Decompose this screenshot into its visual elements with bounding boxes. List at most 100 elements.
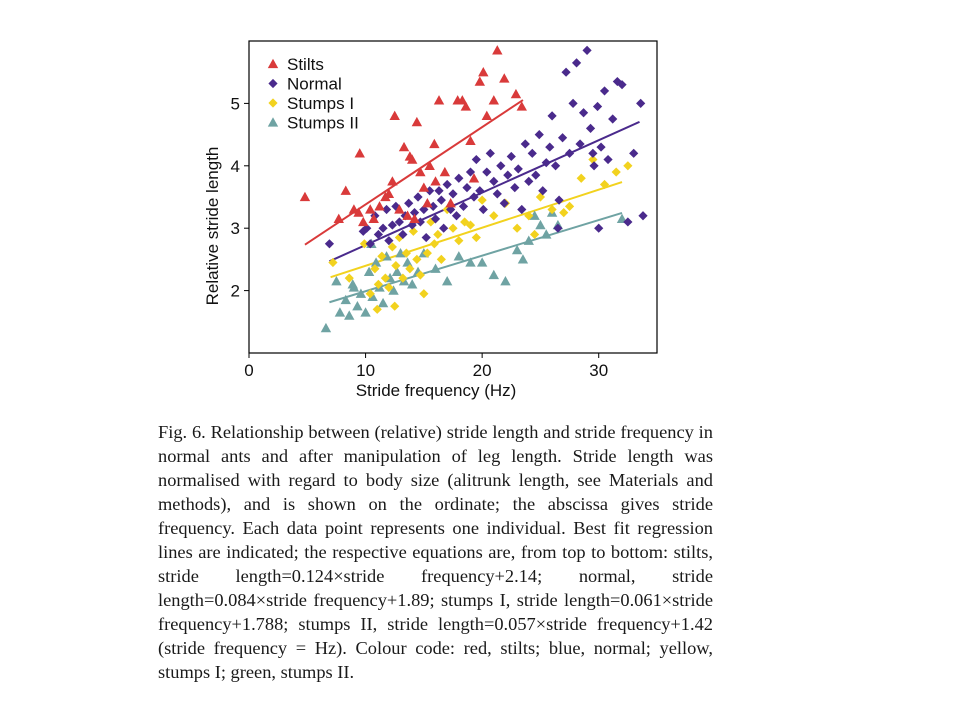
stumps-i-point [344, 273, 354, 283]
stumps-ii-point [453, 251, 465, 261]
normal-point [404, 198, 414, 208]
normal-point [545, 142, 555, 152]
normal-point [430, 214, 441, 224]
stumps-i-point [380, 273, 390, 283]
tick-marks [244, 102, 600, 358]
scatter-chart: 0 10 20 30 2 3 4 5 Stride frequency (Hz) Relati… [203, 40, 658, 400]
stumps-ii-point [488, 269, 499, 280]
stumps-i-point [405, 264, 415, 274]
x-tick-label: 0 [244, 361, 253, 380]
normal-point [553, 223, 563, 233]
stumps-i-point [391, 261, 401, 271]
stumps-i-point [599, 179, 610, 190]
stilts-point [510, 88, 522, 99]
stilts-point [424, 160, 435, 170]
stumps-i-point [328, 257, 338, 268]
normal-point [541, 158, 551, 168]
stilts-point [374, 201, 385, 211]
normal-point [557, 133, 568, 143]
y-tick-label: 4 [231, 157, 240, 176]
normal-point [365, 239, 375, 249]
y-tick-label: 3 [231, 219, 240, 238]
normal-point [564, 148, 575, 158]
x-tick-label: 30 [589, 361, 608, 380]
normal-point [434, 186, 444, 196]
legend-label-stilts: Stilts [287, 55, 324, 74]
stumps-ii-point [500, 276, 511, 286]
stumps-ii-point [476, 257, 488, 267]
stumps-ii-point [344, 310, 355, 320]
normal-point [608, 114, 618, 124]
stumps-i-point [576, 173, 586, 183]
normal-point [462, 183, 472, 193]
normal-point [578, 108, 589, 118]
normal-point [524, 176, 534, 186]
stilts-point [478, 67, 489, 77]
stumps-i-point [370, 264, 380, 274]
normal-point [568, 98, 578, 108]
stumps-ii-point [377, 297, 389, 308]
stumps-i-point [419, 289, 429, 299]
normal-point [394, 217, 404, 227]
legend-marker-stumps-i [268, 98, 278, 108]
stilts-point [394, 204, 405, 214]
normal-point [469, 192, 479, 202]
normal-point [378, 223, 388, 233]
stilts-point [299, 191, 311, 202]
stilts-point [488, 95, 499, 105]
stilts-point [457, 95, 468, 105]
normal-point [550, 161, 561, 171]
normal-point [594, 223, 604, 233]
normal-point [489, 176, 499, 186]
stilts-point [365, 204, 376, 214]
normal-point [638, 211, 648, 221]
legend-label-stumps-i: Stumps I [287, 94, 354, 113]
tick-labels: 0 10 20 30 2 3 4 5 [231, 94, 609, 380]
normal-point [478, 204, 488, 215]
stilts-point [368, 213, 379, 223]
stumps-ii-point [517, 254, 529, 264]
stilts-point [383, 188, 395, 199]
stumps-i-point [588, 154, 598, 165]
x-tick-label: 10 [356, 361, 375, 380]
normal-point [387, 220, 397, 230]
stumps-i-point [524, 211, 534, 221]
normal-point [520, 139, 530, 149]
stumps-i-point [372, 304, 382, 314]
normal-point [492, 189, 502, 199]
stumps-ii-point [352, 301, 363, 311]
legend-marker-stumps-ii [267, 117, 279, 127]
stumps-ii-point [529, 210, 540, 220]
normal-point [623, 217, 633, 227]
stumps-i-point [433, 229, 443, 240]
stumps-i-point [623, 161, 633, 171]
stilts-point [418, 182, 430, 192]
stumps-i-point [377, 251, 387, 261]
stilts-point [333, 213, 344, 223]
normal-point [582, 45, 592, 55]
stumps-ii-point [395, 247, 406, 258]
stumps-i-point [611, 167, 621, 177]
normal-point [538, 186, 548, 196]
normal-point [575, 139, 585, 149]
normal-point [439, 223, 449, 233]
stilts-point [516, 101, 527, 111]
stilts-point [402, 210, 413, 220]
stumps-i-point [489, 211, 499, 221]
stumps-i-point [448, 223, 458, 233]
normal-point [421, 232, 431, 243]
stilts-point [460, 101, 472, 111]
stumps-ii-point [388, 285, 399, 295]
stumps-i-point [454, 236, 464, 246]
normal-point [510, 183, 520, 193]
normal-point [571, 58, 582, 68]
stilts-point [353, 207, 364, 217]
normal-point [547, 111, 557, 121]
normal-point [517, 204, 527, 215]
normal-point [413, 192, 423, 202]
stilts-point [439, 166, 451, 177]
stumps-i-point [477, 195, 487, 205]
stumps-i-point [460, 217, 470, 227]
stilts-point [354, 148, 365, 158]
stilts-point [409, 213, 420, 223]
